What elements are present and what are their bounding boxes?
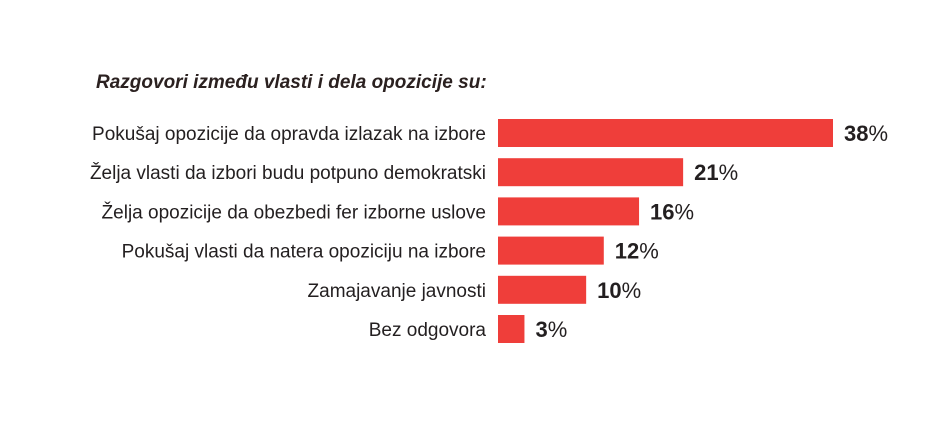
category-label: Pokušaj opozicije da opravda izlazak na … xyxy=(92,124,486,145)
bar xyxy=(498,315,525,343)
bar xyxy=(498,197,640,226)
category-label: Želja opozicije da obezbedi fer izborne … xyxy=(102,201,486,223)
bar xyxy=(498,158,684,187)
bar xyxy=(498,236,604,265)
category-label: Želja vlasti da izbori budu potpuno demo… xyxy=(90,162,486,184)
category-label: Pokušaj vlasti da natera opoziciju na iz… xyxy=(122,242,486,263)
category-label: Zamajavanje javnosti xyxy=(308,281,486,302)
chart-title: Razgovori između vlasti i dela opozicije… xyxy=(96,72,487,93)
value-label: 12% xyxy=(615,239,659,264)
category-label: Bez odgovora xyxy=(369,320,487,341)
bar xyxy=(498,275,587,304)
bar xyxy=(498,119,833,147)
value-label: 21% xyxy=(694,160,738,185)
value-label: 38% xyxy=(844,121,888,146)
value-label: 16% xyxy=(650,199,694,224)
value-label: 10% xyxy=(597,278,641,303)
value-label: 3% xyxy=(535,317,567,342)
